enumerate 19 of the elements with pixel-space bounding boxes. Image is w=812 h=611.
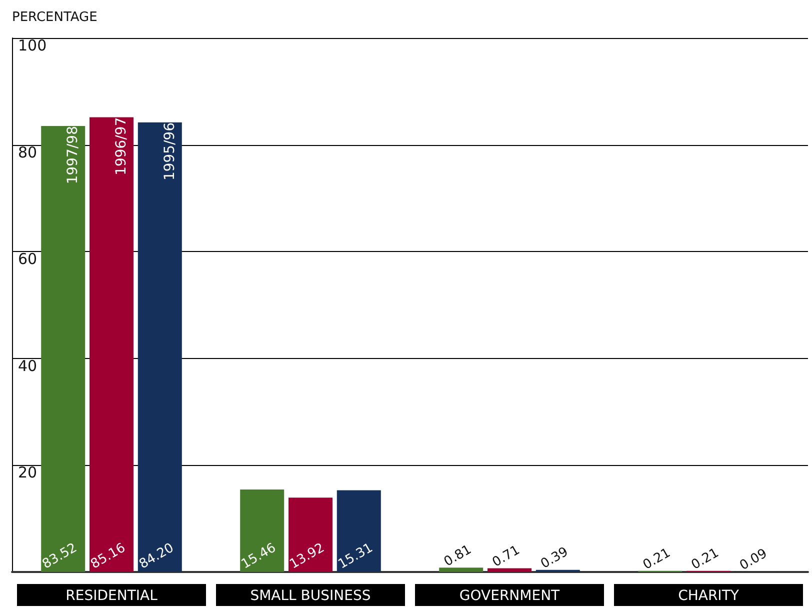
y-tick-label: 100 <box>18 36 47 54</box>
data-label: 0.09 <box>737 546 770 574</box>
data-label: 0.21 <box>640 546 674 573</box>
y-axis-title: PERCENTAGE <box>12 10 98 25</box>
data-label: 0.71 <box>490 542 523 570</box>
series-label: 1995/96 <box>162 122 178 181</box>
y-tick-label: 20 <box>18 464 38 482</box>
data-label: 0.81 <box>442 542 474 570</box>
y-tick-label: 80 <box>18 143 38 162</box>
data-label: 0.21 <box>688 546 722 573</box>
series-label: 1996/97 <box>114 117 130 176</box>
x-tick-label: RESIDENTIAL <box>66 588 158 604</box>
y-tick-label: 40 <box>18 356 38 375</box>
data-label: 0.39 <box>538 544 571 572</box>
x-tick-label: CHARITY <box>678 588 740 604</box>
series-label: 1997/98 <box>65 126 82 184</box>
x-tick-label: GOVERNMENT <box>459 588 560 604</box>
x-tick-label: SMALL BUSINESS <box>250 588 371 604</box>
y-tick-label: 60 <box>18 250 38 268</box>
